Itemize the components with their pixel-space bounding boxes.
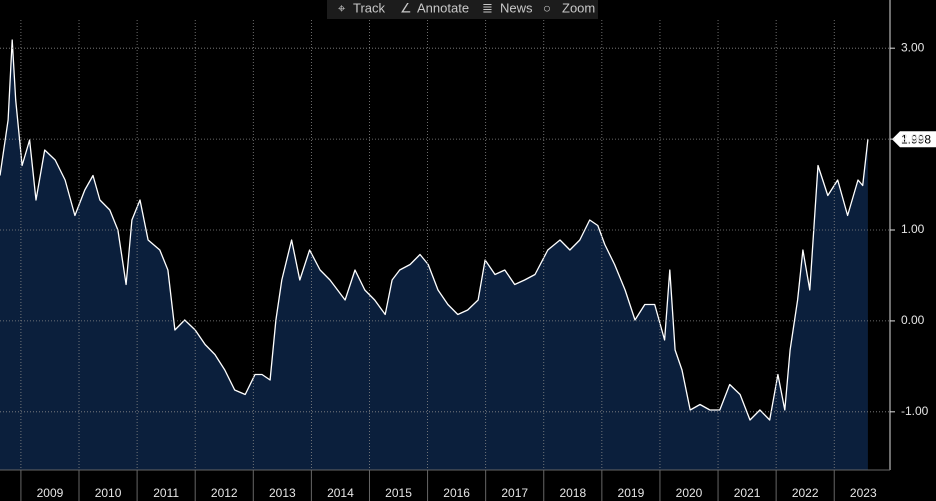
x-tick-label: 2009 bbox=[37, 486, 64, 500]
x-tick-label: 2010 bbox=[95, 486, 122, 500]
x-tick-label: 2012 bbox=[211, 486, 238, 500]
y-tick-label: 1.00 bbox=[901, 222, 925, 236]
x-tick-label: 2020 bbox=[676, 486, 703, 500]
annotate-button[interactable]: Annotate bbox=[417, 0, 469, 15]
x-tick-label: 2019 bbox=[618, 486, 645, 500]
toolbar: ⌖ Track ∠ Annotate ≣ News ○ Zoom bbox=[327, 0, 598, 19]
annotate-icon: ∠ bbox=[400, 0, 412, 15]
x-tick-label: 2023 bbox=[850, 486, 877, 500]
y-tick-label: -1.00 bbox=[901, 404, 929, 418]
toolbar-bg bbox=[327, 0, 598, 19]
series-line bbox=[0, 39, 869, 421]
y-tick-label: 0.00 bbox=[901, 313, 925, 327]
news-button[interactable]: News bbox=[500, 0, 533, 15]
x-tick-label: 2011 bbox=[153, 486, 179, 500]
zoom-button[interactable]: Zoom bbox=[562, 0, 595, 15]
track-button[interactable]: Track bbox=[353, 0, 386, 15]
zoom-icon: ○ bbox=[543, 0, 551, 15]
x-tick-label: 2013 bbox=[269, 486, 296, 500]
y-tick-label: 2.00 bbox=[901, 131, 925, 145]
x-tick-label: 2014 bbox=[327, 486, 354, 500]
x-tick-label: 2018 bbox=[559, 486, 586, 500]
area-fill bbox=[0, 40, 868, 470]
news-icon: ≣ bbox=[482, 0, 493, 15]
last-value-pointer bbox=[892, 131, 936, 148]
x-tick-label: 2015 bbox=[385, 486, 412, 500]
x-tick-label: 2016 bbox=[443, 486, 470, 500]
x-tick-label: 2017 bbox=[501, 486, 528, 500]
track-icon: ⌖ bbox=[338, 0, 346, 15]
x-tick-label: 2021 bbox=[734, 486, 761, 500]
last-value-label: 1.998 bbox=[901, 132, 931, 146]
x-tick-label: 2022 bbox=[792, 486, 819, 500]
y-tick-label: 3.00 bbox=[901, 40, 925, 54]
